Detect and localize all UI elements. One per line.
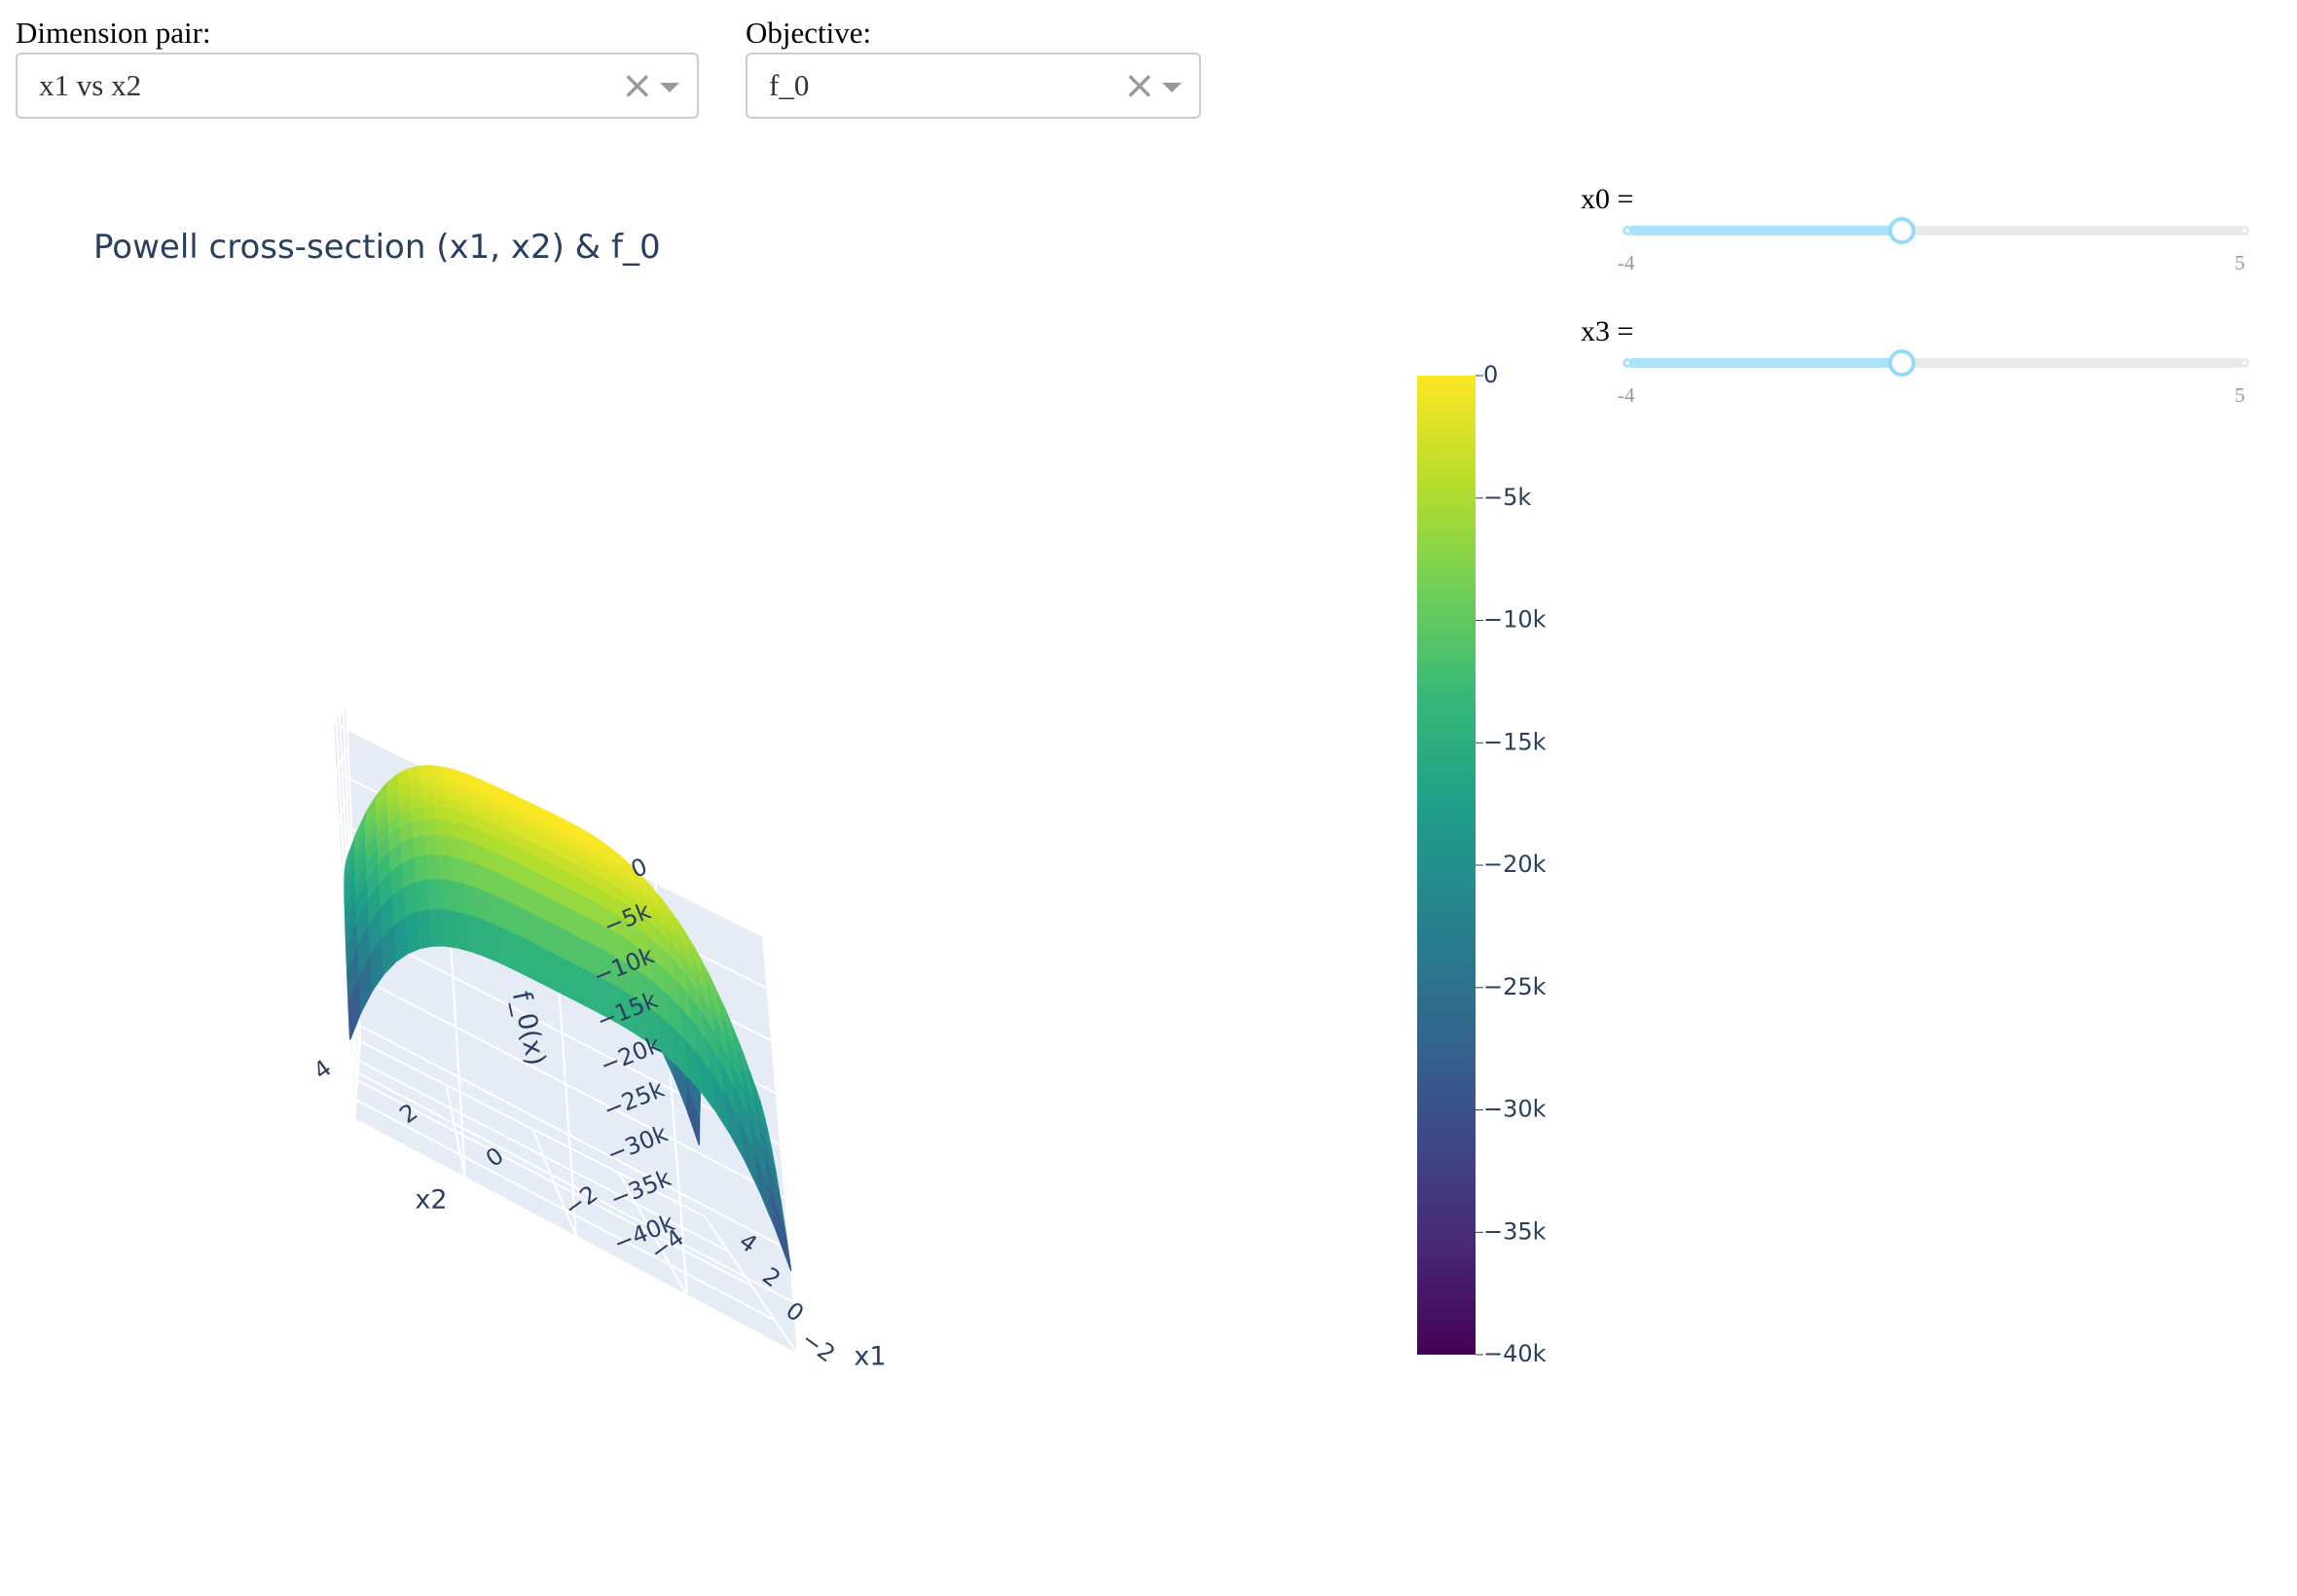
colorbar-tick-label: −20k (1483, 851, 1547, 878)
scene-3d[interactable]: 0−5k−10k−15k−20k−25k−30k−35k−40k−4−2024−… (309, 706, 887, 1372)
colorbar-tick-label: −15k (1483, 728, 1547, 755)
slider-0-label: x0 = (1581, 183, 1634, 215)
wall-grid-x (332, 721, 355, 1120)
colorbar-tick-label: −35k (1483, 1217, 1547, 1245)
floor-grid-y (445, 1084, 466, 1179)
surface-patch (425, 854, 441, 881)
colorbar-tick-label: −25k (1483, 973, 1547, 1000)
slider-0-max-dot[interactable] (2240, 226, 2249, 236)
surface-patch (414, 854, 429, 884)
y-tick-label: 4 (309, 1054, 337, 1085)
dimension-pair-clear-icon[interactable]: × (621, 63, 654, 108)
objective-caret-down-icon[interactable] (1162, 83, 1182, 92)
slider-1-min-dot[interactable] (1622, 358, 1632, 368)
x-axis-title: x1 (854, 1342, 886, 1372)
objective-dropdown[interactable]: f_0 × (746, 53, 1201, 119)
chart-title: Powell cross-section (x1, x2) & f_0 (93, 228, 661, 267)
surface-patch (423, 834, 440, 856)
colorbar: 0 −5k −10k −15k −20k −25k −30k −35k −40k (1417, 361, 1547, 1367)
objective-value: f_0 (769, 68, 810, 102)
surface-patch (421, 806, 437, 821)
slider-1-rail[interactable] (1627, 358, 2244, 368)
floor-grid-y (617, 1172, 688, 1296)
surface-patch (421, 796, 436, 809)
floor-plane (354, 1041, 798, 1355)
surface-patch (411, 818, 426, 840)
slider-1-handle[interactable] (1887, 349, 1915, 377)
slider-1-max-dot[interactable] (2240, 358, 2249, 368)
colorbar-tick-label: −40k (1483, 1340, 1547, 1367)
dimension-pair-value: x1 vs x2 (39, 68, 142, 102)
slider-0-max-label: 5 (2235, 251, 2245, 274)
objective-clear-icon[interactable]: × (1123, 63, 1156, 108)
slider-0-handle[interactable] (1887, 217, 1915, 244)
floor-grid-y (531, 1128, 577, 1238)
surface-patch (412, 834, 427, 859)
surface-patch (435, 818, 450, 838)
colorbar-tick-label: −10k (1483, 606, 1547, 634)
y-axis-title: x2 (415, 1185, 447, 1215)
slider-1-max-label: 5 (2235, 383, 2245, 407)
colorbar-tick-label: −5k (1483, 484, 1531, 511)
dimension-pair-label: Dimension pair: (16, 16, 211, 50)
wall-grid-y (762, 935, 799, 1356)
surface-patch (422, 818, 438, 837)
colorbar-gradient (1417, 376, 1476, 1355)
floor-grid-y (704, 1215, 799, 1356)
slider-0-min-dot[interactable] (1622, 226, 1632, 236)
colorbar-tick-label: 0 (1483, 361, 1498, 388)
dimension-pair-caret-down-icon[interactable] (660, 83, 679, 92)
surface (344, 765, 792, 1272)
surface-patch (769, 1188, 792, 1272)
slider-0-rail[interactable] (1627, 226, 2244, 236)
objective-label: Objective: (746, 16, 872, 50)
colorbar-tick-label: −30k (1483, 1096, 1547, 1123)
surface-patch (420, 788, 435, 799)
slider-0-min-label: -4 (1618, 251, 1635, 274)
slider-1-track[interactable] (1627, 358, 1902, 368)
slider-0-track[interactable] (1627, 226, 1902, 236)
surface-chart: Powell cross-section (x1, x2) & f_0 0−5k… (93, 228, 1547, 1372)
surface-patch (436, 834, 452, 858)
surface-patch (434, 806, 449, 822)
slider-1-label: x3 = (1581, 315, 1634, 347)
slider-1-min-label: -4 (1618, 383, 1635, 407)
dimension-pair-dropdown[interactable]: x1 vs x2 × (16, 53, 699, 119)
